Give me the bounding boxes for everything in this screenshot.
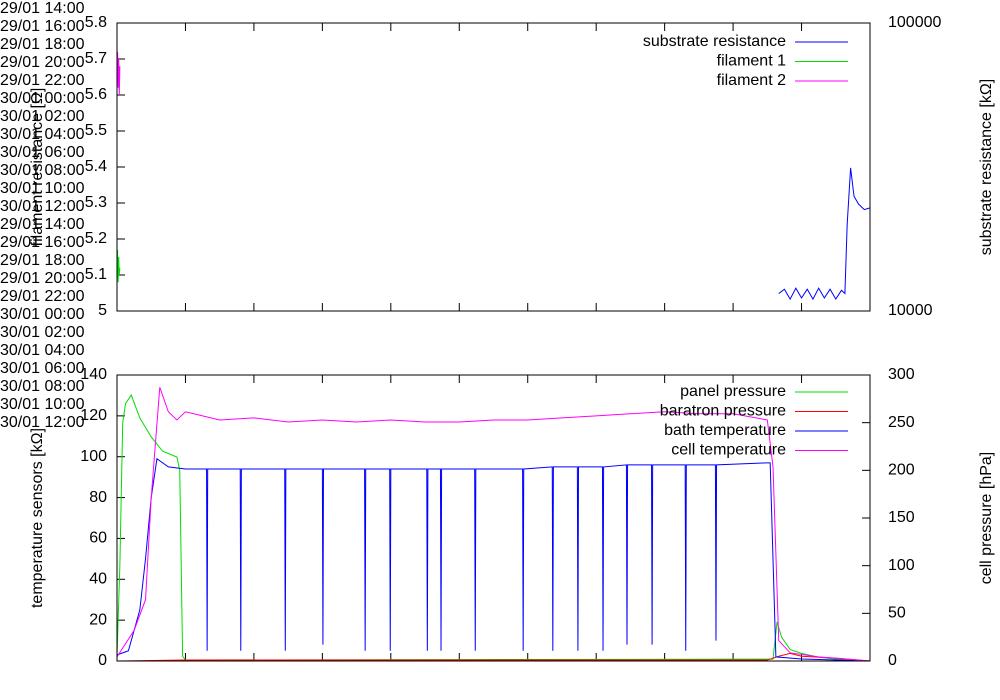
y2-tick-label: 250 — [888, 414, 915, 431]
y2-axis-label: substrate resistance [kΩ] — [978, 79, 995, 255]
y2-tick-label: 200 — [888, 462, 915, 479]
series-line — [778, 167, 871, 301]
legend-label: filament 2 — [717, 72, 786, 89]
plot-frame — [116, 374, 871, 662]
x-tick-label: 30/01 12:00 — [0, 414, 85, 431]
x-tick-label: 30/01 02:00 — [0, 324, 85, 341]
legend-label: filament 1 — [717, 53, 786, 70]
y-tick-label: 5.5 — [85, 122, 107, 139]
y2-tick-label: 300 — [888, 366, 915, 383]
legend-label: bath temperature — [664, 422, 786, 439]
y-tick-label: 5.4 — [85, 158, 107, 175]
y-tick-label: 100 — [80, 448, 107, 465]
y2-tick-label: 100000 — [888, 14, 941, 31]
plot-frame — [116, 22, 871, 312]
x-tick-label: 29/01 22:00 — [0, 288, 85, 305]
x-tick-label: 30/01 06:00 — [0, 360, 85, 377]
x-tick-label: 30/01 08:00 — [0, 378, 85, 395]
y2-axis-label: cell pressure [hPa] — [978, 452, 995, 585]
x-tick-label: 30/01 02:00 — [0, 108, 85, 125]
y-tick-label: 5.7 — [85, 50, 107, 67]
y2-tick-label: 50 — [888, 605, 906, 622]
y-tick-label: 5.6 — [85, 86, 107, 103]
x-tick-label: 29/01 14:00 — [0, 0, 85, 17]
y-axis-label: temperature sensors [kΩ] — [29, 428, 46, 608]
y-tick-label: 20 — [89, 611, 107, 628]
y-axis-label: filament resistance [Ω] — [29, 88, 46, 247]
y-tick-label: 140 — [80, 366, 107, 383]
series-line — [116, 393, 871, 662]
y-tick-label: 0 — [98, 652, 107, 669]
x-tick-label: 29/01 16:00 — [0, 18, 85, 35]
y-tick-label: 60 — [89, 530, 107, 547]
y2-tick-label: 100 — [888, 557, 915, 574]
series-line — [116, 387, 871, 662]
y-tick-label: 40 — [89, 571, 107, 588]
y-tick-label: 120 — [80, 407, 107, 424]
x-tick-label: 30/01 12:00 — [0, 198, 85, 215]
x-tick-label: 30/01 04:00 — [0, 126, 85, 143]
y2-tick-label: 0 — [888, 652, 897, 669]
y-tick-label: 5.3 — [85, 194, 107, 211]
series-line — [116, 652, 871, 662]
y-tick-label: 5.2 — [85, 230, 107, 247]
x-tick-label: 30/01 04:00 — [0, 342, 85, 359]
y-tick-label: 80 — [89, 489, 107, 506]
x-tick-label: 29/01 14:00 — [0, 216, 85, 233]
x-tick-label: 30/01 08:00 — [0, 162, 85, 179]
x-tick-label: 29/01 20:00 — [0, 270, 85, 287]
x-tick-label: 30/01 10:00 — [0, 180, 85, 197]
y-tick-label: 5.8 — [85, 14, 107, 31]
y-tick-label: 5 — [98, 302, 107, 319]
x-tick-label: 30/01 10:00 — [0, 396, 85, 413]
x-tick-label: 29/01 16:00 — [0, 234, 85, 251]
x-tick-label: 30/01 00:00 — [0, 306, 85, 323]
legend-label: panel pressure — [680, 383, 786, 400]
x-tick-label: 29/01 22:00 — [0, 72, 85, 89]
x-tick-label: 29/01 18:00 — [0, 36, 85, 53]
legend-label: substrate resistance — [643, 33, 786, 50]
x-tick-label: 29/01 18:00 — [0, 252, 85, 269]
series-line — [116, 457, 871, 662]
y-tick-label: 5.1 — [85, 266, 107, 283]
legend-label: baratron pressure — [660, 403, 786, 420]
x-tick-label: 30/01 00:00 — [0, 90, 85, 107]
x-tick-label: 30/01 06:00 — [0, 144, 85, 161]
y2-tick-label: 10000 — [888, 302, 933, 319]
x-tick-label: 29/01 20:00 — [0, 54, 85, 71]
y2-tick-label: 150 — [888, 509, 915, 526]
legend-label: cell temperature — [671, 442, 786, 459]
